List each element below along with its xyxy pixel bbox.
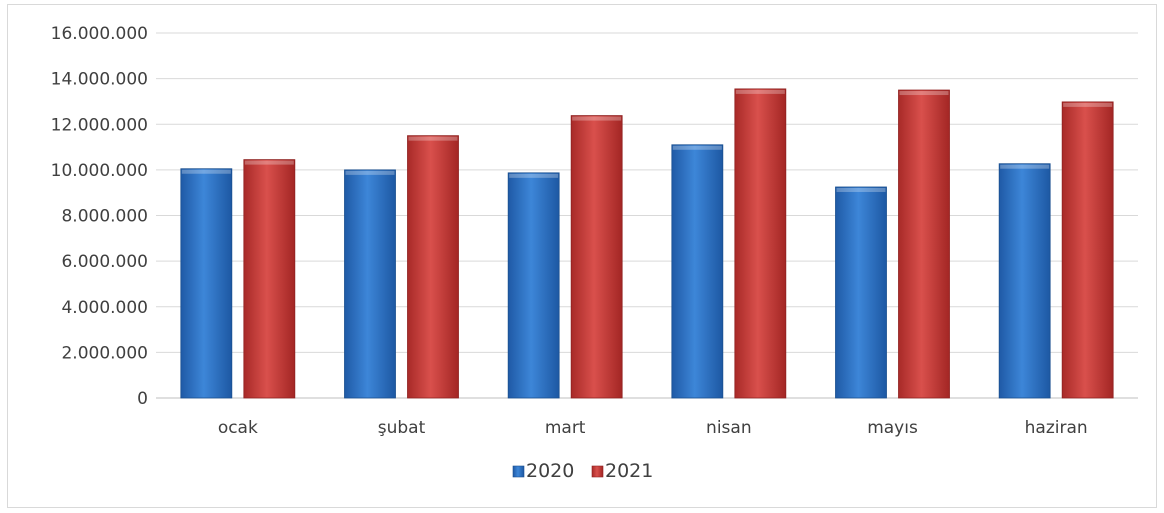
bar-2021-şubat (407, 135, 459, 399)
legend-label-2021: 2021 (605, 460, 653, 482)
y-tick-label: 2.000.000 (61, 343, 148, 363)
bars (180, 88, 1114, 399)
bar-highlight (1000, 164, 1050, 169)
bar-2020-mart (507, 172, 560, 399)
legend: 2020 2021 (512, 460, 653, 482)
bar-highlight (572, 116, 622, 121)
bar-highlight (899, 91, 949, 96)
bar-2020-haziran (998, 163, 1051, 399)
gridlines (156, 32, 1138, 399)
bar-2020-şubat (344, 169, 396, 399)
legend-swatch-2021 (591, 465, 604, 478)
x-category-label: haziran (1025, 418, 1088, 438)
x-category-label: nisan (706, 418, 752, 438)
x-category-label: mayıs (867, 418, 918, 438)
bar-2020-nisan (671, 144, 724, 399)
y-tick-label: 14.000.000 (51, 70, 148, 90)
x-axis: ocak şubat mart nisan mayıs haziran (218, 418, 1088, 438)
y-tick-label: 10.000.000 (51, 161, 148, 181)
bar-highlight (509, 173, 559, 178)
bar-2021-haziran (1061, 101, 1114, 399)
y-tick-label: 16.000.000 (51, 24, 148, 44)
bar-2021-mart (570, 115, 623, 399)
bar-highlight (181, 169, 231, 174)
y-axis: 0 2.000.000 4.000.000 6.000.000 8.000.000 10.… (51, 24, 148, 409)
x-category-label: mart (545, 418, 586, 438)
bar-highlight (345, 170, 395, 175)
y-tick-label: 6.000.000 (61, 252, 148, 272)
legend-swatch-2020 (512, 465, 525, 478)
bar-2021-ocak (243, 159, 296, 399)
bar-2021-nisan (734, 88, 787, 399)
legend-label-2020: 2020 (526, 460, 574, 482)
bar-2020-ocak (180, 168, 233, 399)
bar-highlight (244, 160, 294, 165)
y-tick-label: 0 (137, 389, 148, 409)
x-category-label: ocak (218, 418, 258, 438)
bar-2020-mayıs (835, 186, 887, 399)
y-tick-label: 12.000.000 (51, 115, 148, 135)
bar-highlight (836, 187, 886, 192)
bar-highlight (1063, 102, 1113, 107)
bar-highlight (735, 89, 785, 94)
bar-highlight (408, 136, 458, 141)
bar-2021-mayıs (898, 89, 950, 399)
y-tick-label: 4.000.000 (61, 298, 148, 318)
bar-highlight (672, 145, 722, 150)
x-category-label: şubat (378, 418, 426, 438)
y-tick-label: 8.000.000 (61, 207, 148, 227)
